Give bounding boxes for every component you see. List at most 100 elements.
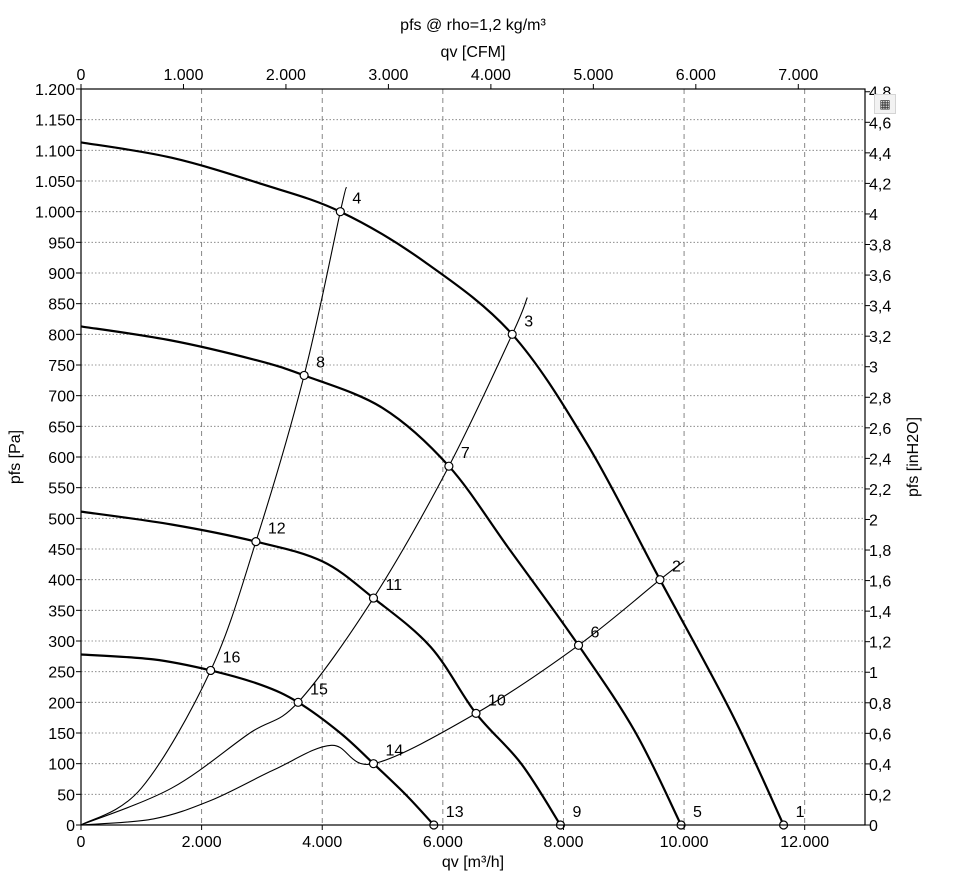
y2-tick-label: 2,4 <box>869 451 891 468</box>
y-axis-title: pfs [Pa] <box>7 430 24 484</box>
fan-curve <box>80 141 785 826</box>
y-tick-label: 600 <box>48 450 75 467</box>
y-tick-label: 200 <box>48 695 75 712</box>
x2-axis-title: qv [CFM] <box>441 44 506 61</box>
operating-point-label: 8 <box>316 354 325 371</box>
operating-point-label: 13 <box>446 804 464 821</box>
operating-point-10 <box>471 708 481 718</box>
y-tick-label: 700 <box>48 389 75 406</box>
y-tick-label: 50 <box>57 787 75 804</box>
operating-point-label: 12 <box>268 521 286 538</box>
y2-tick-label: 3,2 <box>869 329 891 346</box>
y-tick-label: 500 <box>48 511 75 528</box>
y-tick-label: 1.000 <box>35 205 75 222</box>
system-curve <box>80 297 528 826</box>
x-tick-label: 6.000 <box>423 834 463 851</box>
chart-title: pfs @ rho=1,2 kg/m³ <box>400 17 546 34</box>
y2-tick-label: 0 <box>869 818 878 835</box>
y2-tick-label: 2,8 <box>869 390 891 407</box>
y-tick-label: 850 <box>48 297 75 314</box>
y-tick-label: 150 <box>48 726 75 743</box>
y2-tick-label: 2,2 <box>869 482 891 499</box>
operating-point-label: 7 <box>461 445 470 462</box>
y2-tick-label: 4 <box>869 207 878 224</box>
operating-point-label: 9 <box>572 804 581 821</box>
fan-curves <box>80 141 785 826</box>
x-tick-label: 0 <box>77 834 86 851</box>
x-tick-label: 2.000 <box>182 834 222 851</box>
y2-tick-label: 0,6 <box>869 726 891 743</box>
y2-tick-label: 2 <box>869 512 878 529</box>
y-tick-label: 300 <box>48 634 75 651</box>
operating-point-label: 6 <box>591 624 600 641</box>
operating-point-14 <box>368 759 379 769</box>
y2-tick-label: 0,4 <box>869 757 891 774</box>
y2-tick-label: 3,8 <box>869 238 891 255</box>
fan-curve <box>80 510 562 826</box>
operating-point-label: 2 <box>672 559 681 576</box>
y-tick-label: 950 <box>48 235 75 252</box>
x-tick-label: 8.000 <box>543 834 583 851</box>
operating-point-3 <box>507 329 517 339</box>
x-axis-title: qv [m³/h] <box>442 854 504 871</box>
operating-point-11 <box>368 593 379 603</box>
operating-point-label: 11 <box>385 577 402 594</box>
system-curve <box>80 560 685 826</box>
x2-tick-label: 0 <box>77 67 86 84</box>
x-tick-label: 10.000 <box>660 834 709 851</box>
y2-tick-label: 1,2 <box>869 635 891 652</box>
y-tick-label: 350 <box>48 603 75 620</box>
y2-tick-label: 3,4 <box>869 299 891 316</box>
operating-point-label: 1 <box>796 804 805 821</box>
y2-tick-label: 0,8 <box>869 696 891 713</box>
y2-tick-label: 1,8 <box>869 543 891 560</box>
y2-axis-title: pfs [inH2O] <box>905 417 922 497</box>
system-curve <box>80 186 347 826</box>
y-tick-label: 1.050 <box>35 174 75 191</box>
x2-tick-label: 7.000 <box>778 67 818 84</box>
operating-point-label: 15 <box>310 681 328 698</box>
y2-tick-label: 1,6 <box>869 574 891 591</box>
y-tick-label: 450 <box>48 542 75 559</box>
x2-tick-label: 3.000 <box>368 67 408 84</box>
operating-point-8 <box>299 370 309 381</box>
operating-point-12 <box>251 537 261 547</box>
operating-point-label: 5 <box>693 804 702 821</box>
y2-tick-label: 4,6 <box>869 115 891 132</box>
operating-point-4 <box>335 207 345 217</box>
operating-point-7 <box>444 461 454 471</box>
operating-point-label: 16 <box>223 649 241 666</box>
table-icon[interactable]: ▦ <box>874 94 896 114</box>
y-tick-label: 900 <box>48 266 75 283</box>
y-tick-label: 0 <box>66 818 75 835</box>
y-tick-label: 1.150 <box>35 113 75 130</box>
system-curves <box>80 186 685 826</box>
operating-point-label: 10 <box>488 692 506 709</box>
x-tick-label: 12.000 <box>780 834 829 851</box>
y2-tick-label: 1,4 <box>869 604 891 621</box>
y2-tick-label: 4,2 <box>869 176 891 193</box>
x2-tick-label: 6.000 <box>676 67 716 84</box>
operating-point-2 <box>655 575 665 585</box>
y-tick-label: 100 <box>48 757 75 774</box>
plot-frame <box>80 88 866 826</box>
x2-tick-label: 4.000 <box>471 67 511 84</box>
operating-point-16 <box>206 665 216 676</box>
y2-tick-label: 1 <box>869 665 878 682</box>
y-tick-label: 1.100 <box>35 143 75 160</box>
operating-point-label: 14 <box>385 743 403 760</box>
fan-curve <box>80 325 683 826</box>
y2-tick-label: 3,6 <box>869 268 891 285</box>
x2-tick-label: 2.000 <box>266 67 306 84</box>
axes: 0501001502002503003504004505005506006507… <box>35 67 891 851</box>
y-tick-label: 800 <box>48 327 75 344</box>
grid <box>81 89 865 825</box>
operating-point-label: 4 <box>352 191 361 208</box>
y2-tick-label: 2,6 <box>869 421 891 438</box>
operating-point-6 <box>573 640 584 650</box>
x2-tick-label: 1.000 <box>163 67 203 84</box>
y2-tick-label: 0,2 <box>869 787 891 804</box>
operating-point-label: 3 <box>524 313 533 330</box>
